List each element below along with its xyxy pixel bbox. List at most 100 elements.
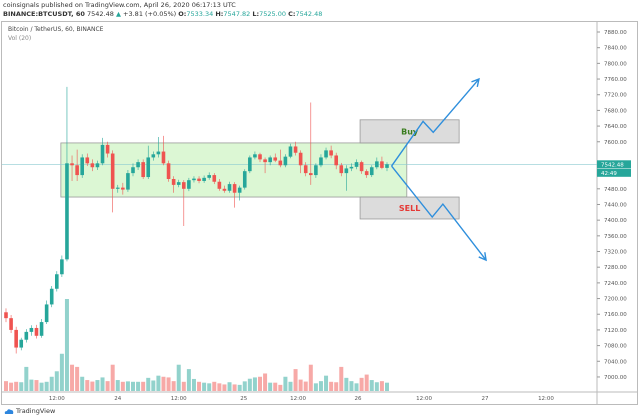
volume-bar: [125, 381, 130, 391]
candle-body: [197, 178, 201, 181]
candle-body: [192, 178, 196, 181]
candle-body: [105, 144, 110, 154]
buy-box-label: Buy: [401, 127, 419, 136]
candle-body: [202, 177, 206, 181]
candle-body: [136, 162, 140, 168]
candle: [375, 157, 379, 170]
candle: [55, 271, 59, 292]
candle-body: [9, 318, 13, 330]
volume-bar: [202, 382, 207, 391]
volume-bar: [227, 382, 232, 391]
candle: [44, 300, 49, 325]
volume-bar: [151, 380, 156, 391]
volume-bar: [141, 381, 146, 391]
candle: [222, 185, 227, 193]
candle-body: [278, 160, 283, 166]
up-arrow: [390, 78, 480, 167]
candle: [4, 308, 8, 323]
candle-body: [146, 157, 151, 178]
candle-body: [156, 151, 161, 155]
volume-bar: [75, 366, 80, 391]
volume-bar: [120, 381, 125, 391]
volume-bar: [247, 378, 252, 391]
candle: [248, 155, 252, 174]
candle-body: [29, 327, 34, 332]
candle-body: [364, 171, 369, 176]
candle: [24, 329, 29, 343]
candle-body: [126, 173, 130, 190]
candle: [293, 141, 298, 156]
volume-bar: [374, 382, 379, 391]
candle-body: [207, 175, 211, 178]
price-tick-label: 7040.00: [604, 359, 627, 365]
candle: [253, 151, 257, 160]
candle: [319, 154, 323, 168]
close-value: 7542.48: [295, 10, 323, 18]
volume-bar: [181, 381, 186, 391]
volume-bar: [212, 381, 217, 391]
candle-body: [344, 168, 349, 174]
price-tick-label: 7800.00: [604, 61, 627, 67]
candle: [309, 102, 313, 185]
volume-bar: [14, 381, 19, 391]
candle-body: [273, 157, 278, 161]
volume-bar: [131, 381, 135, 391]
candle-body: [293, 146, 298, 153]
volume-bar: [186, 369, 191, 391]
candle-body: [70, 163, 74, 166]
candle: [263, 157, 267, 174]
low-label: L:: [252, 10, 260, 18]
candle-body: [248, 157, 252, 172]
candle-body: [385, 164, 389, 168]
time-tick-label: 27: [482, 396, 489, 402]
candle-body: [309, 173, 313, 176]
time-tick-label: 12:00: [171, 396, 187, 402]
candle: [110, 150, 115, 213]
up-arrow-head: [471, 77, 480, 88]
volume-bar: [308, 364, 313, 391]
volume-bar: [263, 373, 268, 391]
candle-body: [65, 163, 69, 260]
candle: [14, 326, 18, 354]
candle-body: [212, 175, 217, 182]
candle: [283, 154, 288, 168]
candle: [227, 181, 232, 193]
candle: [29, 325, 34, 336]
volume-bar: [115, 380, 120, 391]
candle-body: [369, 167, 374, 176]
volume-bar: [349, 381, 354, 391]
price-tick-label: 7000.00: [604, 375, 627, 381]
candle-body: [75, 165, 79, 176]
volume-bar: [222, 384, 227, 391]
candle-body: [303, 165, 308, 174]
price-tick-label: 7160.00: [604, 312, 627, 318]
volume-bar: [339, 366, 344, 391]
candle: [314, 163, 318, 178]
candle: [354, 159, 359, 170]
volume-legend: Vol (20): [8, 35, 32, 42]
price-tick-label: 7320.00: [604, 250, 627, 256]
candle: [115, 184, 120, 193]
close-label: C:: [288, 10, 296, 18]
candle-body: [263, 159, 267, 163]
high-label: H:: [215, 10, 224, 18]
candle-body: [121, 187, 125, 190]
candle-body: [227, 184, 232, 191]
candle-body: [90, 163, 95, 168]
candle: [385, 162, 389, 172]
candle: [187, 177, 191, 192]
candle-body: [34, 327, 39, 336]
logo-text: TradingView: [16, 407, 56, 415]
volume-bar: [369, 380, 374, 391]
candle-body: [100, 144, 105, 164]
candle: [126, 169, 130, 192]
volume-bar: [268, 382, 273, 391]
candle: [80, 154, 84, 178]
candle: [212, 173, 217, 185]
candle-body: [110, 153, 115, 189]
candle-body: [24, 331, 29, 340]
candle-body: [176, 182, 181, 185]
publish-info: coinsignals published on TradingView.com…: [3, 1, 236, 9]
candle: [303, 162, 308, 177]
